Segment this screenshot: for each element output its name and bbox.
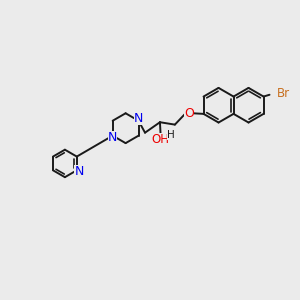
Text: O: O xyxy=(184,107,194,120)
Text: H: H xyxy=(167,130,175,140)
Text: OH: OH xyxy=(152,133,169,146)
Text: Br: Br xyxy=(277,87,290,100)
Text: N: N xyxy=(134,112,143,125)
Text: N: N xyxy=(74,165,84,178)
Text: N: N xyxy=(108,131,117,144)
